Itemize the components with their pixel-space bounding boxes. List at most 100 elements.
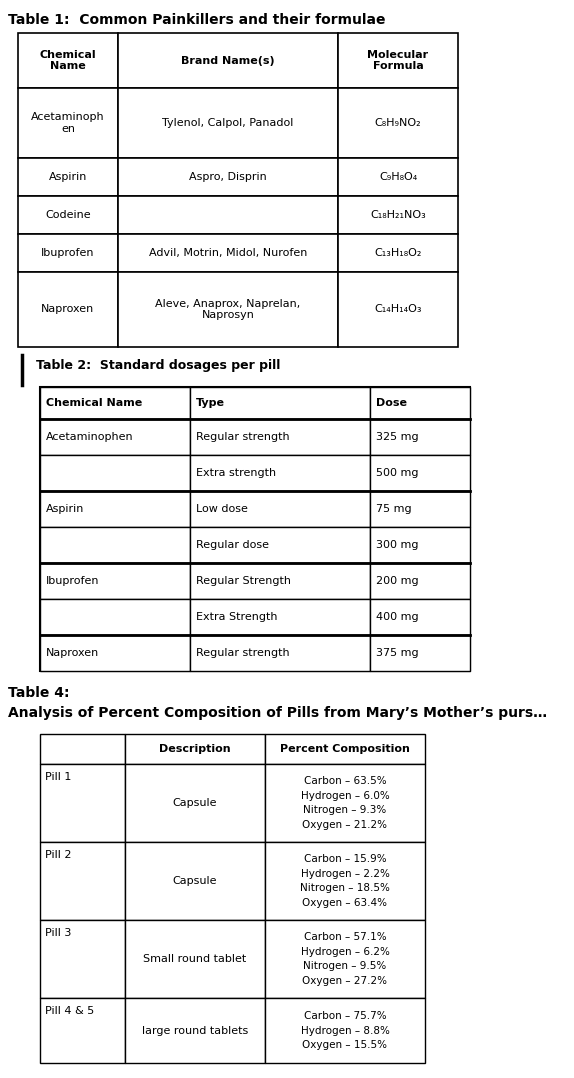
Bar [18,272,118,347]
Text: Acetaminophen: Acetaminophen [46,432,134,442]
Bar [190,387,370,419]
Text: Pill 1: Pill 1 [45,772,71,782]
Bar [18,33,118,88]
Text: Carbon – 15.9%
Hydrogen – 2.2%
Nitrogen – 18.5%
Oxygen – 63.4%: Carbon – 15.9% Hydrogen – 2.2% Nitrogen … [300,854,390,908]
Bar [118,88,338,158]
Bar [190,490,370,527]
Text: Regular dose: Regular dose [196,540,269,550]
Bar [18,158,118,196]
Bar [370,527,470,563]
Bar [40,563,190,599]
Text: Pill 2: Pill 2 [45,849,72,860]
Text: Extra strength: Extra strength [196,468,276,478]
Text: Aspirin: Aspirin [49,172,87,182]
Text: Carbon – 75.7%
Hydrogen – 8.8%
Oxygen – 15.5%: Carbon – 75.7% Hydrogen – 8.8% Oxygen – … [301,1011,389,1050]
Bar [40,527,190,563]
Bar [40,734,125,764]
Text: Capsule: Capsule [173,798,217,808]
Bar [118,272,338,347]
Text: C₉H₈O₄: C₉H₈O₄ [379,172,417,182]
Text: Regular strength: Regular strength [196,648,290,658]
Bar [338,272,458,347]
Bar [190,635,370,671]
Bar [18,234,118,272]
Text: Codeine: Codeine [45,210,91,220]
Bar [265,920,425,998]
Bar [190,419,370,455]
Text: C₈H₉NO₂: C₈H₉NO₂ [375,118,421,128]
Bar [370,563,470,599]
Bar [190,455,370,490]
Text: large round tablets: large round tablets [142,1025,248,1036]
Bar [118,158,338,196]
Bar [265,998,425,1063]
Text: C₁₄H₁₄O₃: C₁₄H₁₄O₃ [374,304,422,315]
Bar [40,842,125,920]
Text: Analysis of Percent Composition of Pills from Mary’s Mother’s purs…: Analysis of Percent Composition of Pills… [8,706,547,720]
Bar [125,920,265,998]
Bar [40,764,125,842]
Bar [40,599,190,635]
Text: 375 mg: 375 mg [376,648,418,658]
Text: Pill 3: Pill 3 [45,928,71,938]
Bar [338,88,458,158]
Bar [370,387,470,419]
Bar [370,635,470,671]
Text: Dose: Dose [376,398,407,407]
Text: Tylenol, Calpol, Panadol: Tylenol, Calpol, Panadol [162,118,294,128]
Text: Aleve, Anaprox, Naprelan,
Naprosyn: Aleve, Anaprox, Naprelan, Naprosyn [156,299,301,320]
Text: Extra Strength: Extra Strength [196,612,277,622]
Text: Small round tablet: Small round tablet [144,954,247,964]
Text: Table 2:  Standard dosages per pill: Table 2: Standard dosages per pill [36,359,280,372]
Text: 200 mg: 200 mg [376,576,418,586]
Bar [125,734,265,764]
Bar [370,490,470,527]
Bar [338,196,458,234]
Bar [40,998,125,1063]
Text: Percent Composition: Percent Composition [280,744,410,754]
Bar [370,455,470,490]
Text: Regular strength: Regular strength [196,432,290,442]
Bar [190,599,370,635]
Text: Naproxen: Naproxen [41,304,95,315]
Text: Acetaminoph
en: Acetaminoph en [31,112,105,134]
Bar [190,527,370,563]
Bar [40,419,190,455]
Bar [338,234,458,272]
Text: Low dose: Low dose [196,505,248,514]
Text: C₁₃H₁₈O₂: C₁₃H₁₈O₂ [374,248,422,258]
Text: Capsule: Capsule [173,876,217,886]
Text: C₁₈H₂₁NO₃: C₁₈H₂₁NO₃ [370,210,426,220]
Bar [370,599,470,635]
Text: Chemical
Name: Chemical Name [40,50,96,71]
Text: Brand Name(s): Brand Name(s) [181,55,275,66]
Text: Table 1:  Common Painkillers and their formulae: Table 1: Common Painkillers and their fo… [8,13,386,27]
Bar [40,490,190,527]
Text: Aspro, Disprin: Aspro, Disprin [189,172,267,182]
Text: Carbon – 63.5%
Hydrogen – 6.0%
Nitrogen – 9.3%
Oxygen – 21.2%: Carbon – 63.5% Hydrogen – 6.0% Nitrogen … [301,776,389,830]
Bar [40,455,190,490]
Bar [118,33,338,88]
Bar [40,920,125,998]
Text: Naproxen: Naproxen [46,648,99,658]
Text: Regular Strength: Regular Strength [196,576,291,586]
Text: 300 mg: 300 mg [376,540,418,550]
Bar [338,33,458,88]
Text: Chemical Name: Chemical Name [46,398,142,407]
Bar [40,387,190,419]
Bar [125,842,265,920]
Text: Ibuprofen: Ibuprofen [46,576,99,586]
Bar [265,734,425,764]
Text: Table 4:: Table 4: [8,686,69,700]
Bar [265,764,425,842]
Bar [338,158,458,196]
Bar [18,196,118,234]
Text: Type: Type [196,398,225,407]
Bar [40,387,470,671]
Text: 500 mg: 500 mg [376,468,418,478]
Text: 75 mg: 75 mg [376,505,412,514]
Text: Aspirin: Aspirin [46,505,84,514]
Bar [370,419,470,455]
Bar [125,998,265,1063]
Bar [265,842,425,920]
